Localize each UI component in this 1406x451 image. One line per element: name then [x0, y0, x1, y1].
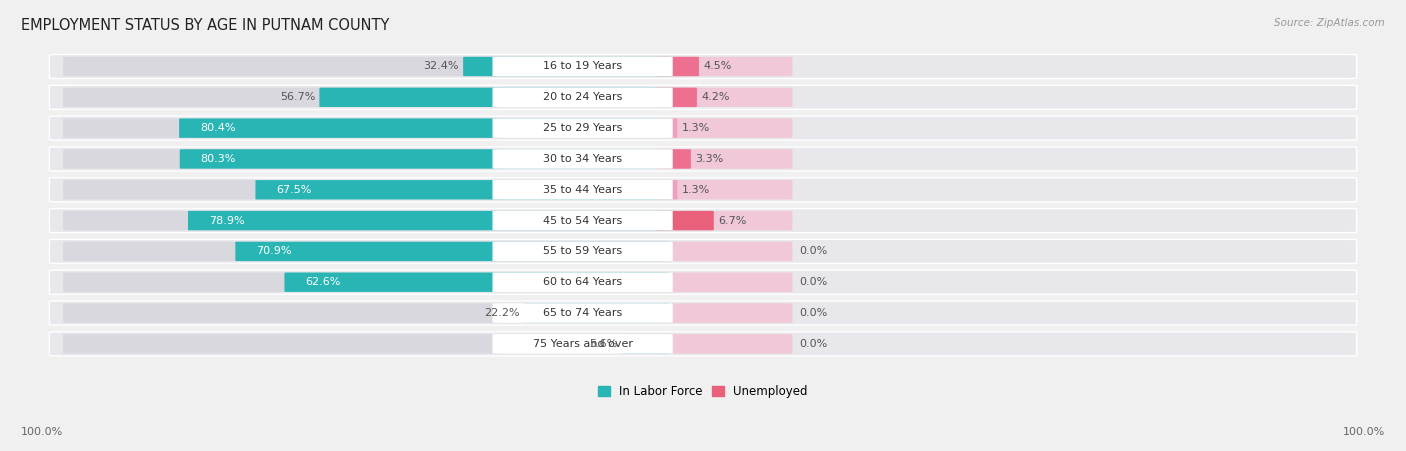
Text: 45 to 54 Years: 45 to 54 Years — [543, 216, 623, 226]
FancyBboxPatch shape — [179, 119, 669, 138]
Text: 32.4%: 32.4% — [423, 61, 458, 72]
Text: 4.2%: 4.2% — [702, 92, 730, 102]
FancyBboxPatch shape — [655, 57, 699, 76]
FancyBboxPatch shape — [49, 208, 1357, 233]
Text: 100.0%: 100.0% — [21, 428, 63, 437]
Text: 60 to 64 Years: 60 to 64 Years — [543, 277, 623, 287]
FancyBboxPatch shape — [284, 272, 669, 292]
FancyBboxPatch shape — [655, 119, 793, 138]
Text: 0.0%: 0.0% — [800, 308, 828, 318]
FancyBboxPatch shape — [655, 211, 793, 230]
Text: 3.3%: 3.3% — [695, 154, 723, 164]
FancyBboxPatch shape — [655, 180, 793, 199]
FancyBboxPatch shape — [49, 239, 1357, 263]
Legend: In Labor Force, Unemployed: In Labor Force, Unemployed — [593, 380, 813, 403]
FancyBboxPatch shape — [235, 242, 669, 261]
FancyBboxPatch shape — [655, 87, 697, 107]
FancyBboxPatch shape — [655, 180, 678, 199]
FancyBboxPatch shape — [49, 178, 1357, 202]
Text: 0.0%: 0.0% — [800, 246, 828, 257]
FancyBboxPatch shape — [492, 180, 672, 200]
FancyBboxPatch shape — [63, 272, 669, 292]
Text: 35 to 44 Years: 35 to 44 Years — [543, 185, 623, 195]
Text: 0.0%: 0.0% — [800, 277, 828, 287]
FancyBboxPatch shape — [49, 116, 1357, 140]
FancyBboxPatch shape — [655, 119, 678, 138]
FancyBboxPatch shape — [655, 211, 714, 230]
Text: 25 to 29 Years: 25 to 29 Years — [543, 123, 623, 133]
Text: 67.5%: 67.5% — [276, 185, 312, 195]
FancyBboxPatch shape — [655, 304, 793, 323]
FancyBboxPatch shape — [463, 57, 669, 76]
FancyBboxPatch shape — [492, 211, 672, 230]
FancyBboxPatch shape — [655, 149, 793, 169]
Text: 62.6%: 62.6% — [305, 277, 340, 287]
FancyBboxPatch shape — [63, 304, 669, 323]
FancyBboxPatch shape — [655, 242, 793, 261]
FancyBboxPatch shape — [180, 149, 669, 169]
FancyBboxPatch shape — [256, 180, 669, 199]
FancyBboxPatch shape — [49, 332, 1357, 356]
FancyBboxPatch shape — [63, 242, 669, 261]
Text: 78.9%: 78.9% — [208, 216, 245, 226]
FancyBboxPatch shape — [492, 272, 672, 292]
Text: 70.9%: 70.9% — [256, 246, 291, 257]
FancyBboxPatch shape — [63, 57, 669, 76]
FancyBboxPatch shape — [63, 180, 669, 199]
FancyBboxPatch shape — [63, 334, 669, 354]
FancyBboxPatch shape — [49, 147, 1357, 171]
Text: 65 to 74 Years: 65 to 74 Years — [543, 308, 623, 318]
FancyBboxPatch shape — [655, 87, 793, 107]
Text: 20 to 24 Years: 20 to 24 Years — [543, 92, 623, 102]
FancyBboxPatch shape — [655, 272, 793, 292]
FancyBboxPatch shape — [49, 270, 1357, 294]
FancyBboxPatch shape — [492, 118, 672, 138]
FancyBboxPatch shape — [49, 85, 1357, 109]
FancyBboxPatch shape — [523, 304, 669, 323]
FancyBboxPatch shape — [63, 211, 669, 230]
Text: 80.4%: 80.4% — [200, 123, 235, 133]
FancyBboxPatch shape — [319, 87, 669, 107]
Text: 55 to 59 Years: 55 to 59 Years — [543, 246, 623, 257]
Text: 56.7%: 56.7% — [280, 92, 315, 102]
FancyBboxPatch shape — [492, 87, 672, 107]
Text: 1.3%: 1.3% — [682, 123, 710, 133]
FancyBboxPatch shape — [63, 87, 669, 107]
FancyBboxPatch shape — [63, 149, 669, 169]
FancyBboxPatch shape — [492, 149, 672, 169]
Text: 16 to 19 Years: 16 to 19 Years — [543, 61, 623, 72]
FancyBboxPatch shape — [492, 57, 672, 76]
FancyBboxPatch shape — [492, 334, 672, 354]
FancyBboxPatch shape — [655, 149, 690, 169]
FancyBboxPatch shape — [655, 334, 793, 354]
FancyBboxPatch shape — [621, 334, 669, 354]
Text: 30 to 34 Years: 30 to 34 Years — [543, 154, 623, 164]
Text: 5.6%: 5.6% — [589, 339, 617, 349]
Text: 75 Years and over: 75 Years and over — [533, 339, 633, 349]
Text: 1.3%: 1.3% — [682, 185, 710, 195]
Text: 6.7%: 6.7% — [718, 216, 747, 226]
Text: 22.2%: 22.2% — [484, 308, 519, 318]
FancyBboxPatch shape — [49, 301, 1357, 325]
Text: 0.0%: 0.0% — [800, 339, 828, 349]
FancyBboxPatch shape — [492, 242, 672, 261]
Text: Source: ZipAtlas.com: Source: ZipAtlas.com — [1274, 18, 1385, 28]
Text: EMPLOYMENT STATUS BY AGE IN PUTNAM COUNTY: EMPLOYMENT STATUS BY AGE IN PUTNAM COUNT… — [21, 18, 389, 33]
FancyBboxPatch shape — [49, 55, 1357, 78]
Text: 80.3%: 80.3% — [201, 154, 236, 164]
FancyBboxPatch shape — [655, 57, 793, 76]
Text: 100.0%: 100.0% — [1343, 428, 1385, 437]
Text: 4.5%: 4.5% — [703, 61, 731, 72]
FancyBboxPatch shape — [188, 211, 669, 230]
FancyBboxPatch shape — [63, 119, 669, 138]
FancyBboxPatch shape — [492, 303, 672, 323]
